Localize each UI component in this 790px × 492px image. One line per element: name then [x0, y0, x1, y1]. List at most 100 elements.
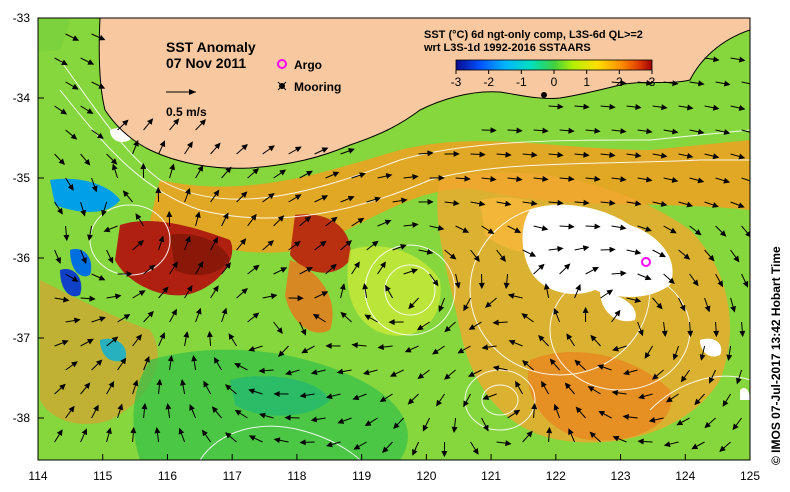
current-vector — [507, 293, 523, 299]
current-vector — [457, 345, 471, 354]
current-vector — [531, 402, 538, 419]
current-vector — [135, 213, 145, 227]
current-vector — [221, 262, 232, 275]
current-vector — [54, 57, 68, 66]
current-vector — [91, 81, 106, 89]
current-vector — [288, 241, 301, 251]
current-vector — [273, 390, 289, 397]
current-vector — [463, 297, 472, 312]
current-vector — [600, 103, 616, 110]
current-vector — [362, 369, 378, 376]
current-vector — [106, 153, 118, 165]
current-vector — [704, 201, 719, 208]
current-vector — [564, 382, 575, 395]
current-vector — [65, 33, 80, 41]
current-vector — [481, 344, 497, 351]
current-vector — [225, 432, 237, 443]
current-vector — [403, 222, 419, 228]
current-vector — [730, 297, 736, 313]
sst-field — [38, 18, 750, 460]
current-vector — [444, 321, 456, 333]
current-vector — [704, 249, 715, 262]
current-vector — [704, 104, 720, 111]
current-vector — [65, 129, 78, 140]
current-vector — [184, 235, 191, 251]
current-vector — [392, 244, 407, 251]
current-vector — [325, 393, 341, 400]
current-vector — [689, 128, 705, 135]
current-vector — [626, 104, 642, 110]
current-vector — [626, 200, 642, 207]
current-vector — [156, 378, 163, 395]
current-vector — [247, 264, 260, 275]
y-tick-label: -34 — [13, 91, 31, 105]
current-vector — [726, 345, 733, 361]
current-vector — [122, 190, 133, 203]
current-vector — [575, 406, 586, 419]
current-vector — [678, 152, 694, 159]
current-vector — [389, 369, 404, 377]
current-vector — [194, 211, 201, 227]
current-vector — [626, 152, 642, 159]
current-vector — [533, 127, 549, 134]
current-vector — [65, 317, 81, 324]
current-vector — [663, 80, 679, 87]
map-date: 07 Nov 2011 — [166, 55, 246, 71]
colorbar-title-line2: wrt L3S-1d 1992-2016 SSTAARS — [423, 42, 591, 54]
current-vector — [351, 261, 360, 275]
current-vector — [704, 153, 720, 160]
current-vector — [548, 245, 564, 252]
current-vector — [691, 441, 705, 450]
current-vector — [340, 240, 353, 251]
current-vector — [730, 153, 746, 160]
current-vector — [91, 316, 106, 323]
x-tick-label: 121 — [481, 469, 501, 483]
current-vector — [574, 284, 581, 299]
current-vector — [441, 441, 448, 458]
current-vector — [132, 290, 146, 299]
current-vector — [485, 297, 497, 308]
current-vector — [385, 284, 394, 299]
scale-label: 0.5 m/s — [166, 105, 207, 119]
current-vector — [364, 314, 378, 323]
current-vector — [559, 223, 575, 230]
current-vector — [429, 273, 439, 287]
current-vector — [481, 417, 489, 432]
current-vector — [351, 217, 365, 227]
current-vector — [201, 429, 211, 443]
current-vector — [143, 355, 150, 371]
current-vector — [54, 201, 63, 215]
current-vector — [533, 263, 545, 275]
current-vector — [503, 273, 510, 290]
current-vector — [184, 187, 191, 203]
current-vector — [65, 177, 74, 191]
current-vector — [482, 393, 497, 400]
current-vector — [285, 369, 300, 376]
current-vector — [637, 273, 652, 281]
current-vector — [117, 270, 133, 277]
current-vector — [273, 321, 283, 334]
x-tick-label: 114 — [28, 469, 47, 483]
current-vector — [80, 382, 91, 395]
x-tick-label: 125 — [740, 469, 760, 483]
current-vector — [722, 393, 732, 407]
current-vector — [553, 307, 561, 323]
current-vector — [612, 345, 627, 352]
current-vector — [379, 393, 393, 402]
x-axis: 114 115 116 117 118 119 120 121 122 123 124 125 — [28, 454, 760, 483]
current-vector — [91, 129, 104, 139]
current-vector — [132, 139, 139, 155]
current-vector — [377, 261, 386, 275]
current-vector — [704, 56, 720, 63]
current-vector — [429, 225, 445, 231]
argo-label: Argo — [294, 58, 322, 72]
current-vector — [262, 145, 275, 155]
current-vector — [54, 153, 65, 166]
current-vector — [444, 369, 456, 380]
current-vector — [65, 273, 79, 282]
current-vector — [288, 295, 304, 302]
current-vector — [213, 356, 223, 371]
current-vector — [299, 321, 307, 336]
y-tick-label: -37 — [13, 331, 31, 345]
